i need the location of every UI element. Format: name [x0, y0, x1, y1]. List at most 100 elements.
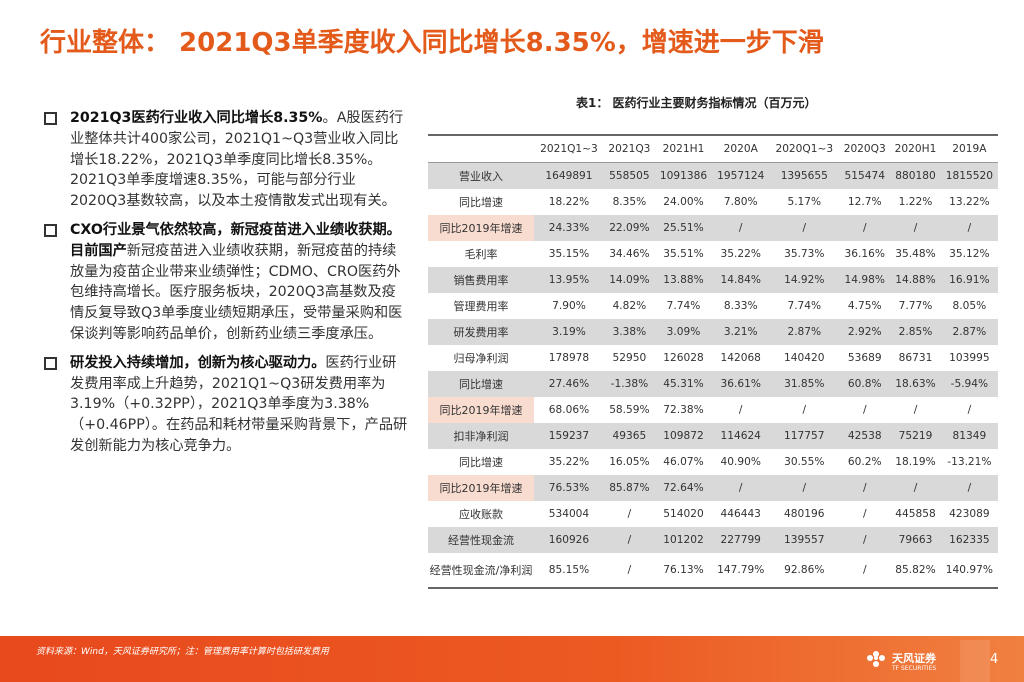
- row-label: 销售费用率: [428, 267, 534, 293]
- bullet-bold: CXO行业景气依然较高，新冠疫苗进入业绩收获期。目前国产: [70, 221, 401, 259]
- table-cell: 880180: [890, 162, 941, 189]
- table-row: 扣非净利润 159237 49365 109872 114624 117757 42538 7…: [428, 423, 998, 449]
- row-label: 应收账款: [459, 508, 503, 521]
- flower-logo-icon: [867, 651, 885, 667]
- table-cell: 16.91%: [940, 267, 998, 293]
- table-cell: 7.80%: [723, 196, 758, 208]
- table-body: 营业收入 1649891 558505 1091386 1957124 1395655 51…: [428, 162, 998, 589]
- table-cell: 24.00%: [663, 196, 704, 208]
- checkbox-icon: [44, 112, 57, 125]
- bullet-text: 。A股医药行业整体共计400家公司，2021Q1~Q3营业收入同比增长18.22…: [70, 110, 404, 210]
- bullet-revenue: 2021Q3医药行业收入同比增长8.35%。A股医药行业整体共计400家公司，2…: [44, 108, 410, 212]
- bullet-rnd: 研发投入持续增加，创新为核心驱动力。医药行业研发费用率成上升趋势，2021Q1~…: [44, 353, 410, 457]
- table-cell: 31.85%: [769, 371, 840, 397]
- table-cell: 16.05%: [609, 456, 650, 468]
- table-cell: 18.22%: [548, 196, 590, 208]
- financial-table: 2021Q1~3 2021Q3 2021H1 2020A 2020Q1~3 20…: [428, 134, 998, 589]
- table-row: 应收账款 534004 / 514020 446443 480196 / 445858 4230…: [428, 501, 998, 527]
- page-title: 行业整体： 2021Q3单季度收入同比增长8.35%，增速进一步下滑: [40, 28, 824, 58]
- row-label: 扣非净利润: [428, 423, 534, 449]
- table-cell: 160926: [534, 527, 604, 553]
- table-cell: 60.8%: [839, 371, 891, 397]
- table-cell: 81349: [940, 423, 998, 449]
- table-row: 毛利率 35.15% 34.46% 35.51% 35.22% 35.73% 36.16% 3…: [428, 241, 998, 267]
- table-cell: /: [839, 475, 891, 501]
- table-row: 同比增速 27.46% -1.38% 45.31% 36.61% 31.85% 60.8% 1…: [428, 371, 998, 397]
- table-cell: 35.15%: [548, 248, 590, 260]
- row-label: 毛利率: [464, 248, 498, 261]
- table-cell: 7.77%: [898, 300, 933, 312]
- table-cell: 117757: [769, 423, 840, 449]
- table-cell: 86731: [898, 352, 933, 364]
- table-cell: 515474: [839, 162, 891, 189]
- table-cell: /: [940, 475, 998, 501]
- logo-subtext: TF SECURITIES: [892, 665, 937, 672]
- checkbox-icon: [44, 223, 57, 237]
- row-label: 同比2019年增速: [428, 397, 534, 423]
- table-header-row: 2021Q1~3 2021Q3 2021H1 2020A 2020Q1~3 20…: [428, 134, 998, 163]
- table-cell: 35.51%: [663, 248, 704, 260]
- table-cell: 42538: [839, 423, 891, 449]
- table-cell: 126028: [663, 352, 704, 364]
- table-cell: /: [738, 404, 743, 416]
- table-cell: /: [769, 215, 840, 241]
- table-cell: 18.19%: [895, 456, 936, 468]
- table-row: 研发费用率 3.19% 3.38% 3.09% 3.21% 2.87% 2.92% 2.85%…: [428, 319, 998, 345]
- table-header-cell: 2020Q1~3: [769, 134, 840, 163]
- row-label: 同比2019年增速: [428, 215, 534, 241]
- table-cell: 25.51%: [654, 215, 713, 241]
- table-cell: 35.22%: [720, 248, 761, 260]
- table-header-cell: 2019A: [940, 134, 998, 163]
- table-cell: 85.82%: [890, 553, 941, 589]
- table-cell: 76.53%: [534, 475, 604, 501]
- table-cell: 27.46%: [534, 371, 604, 397]
- row-label: 经营性现金流/净利润: [428, 553, 534, 589]
- table-cell: 139557: [769, 527, 840, 553]
- table-cell: 140.97%: [940, 553, 998, 589]
- table-cell: 12.7%: [847, 196, 882, 208]
- table-cell: 60.2%: [847, 456, 882, 468]
- table-cell: 79663: [890, 527, 941, 553]
- table-cell: 7.74%: [666, 300, 701, 312]
- table-row: 同比增速 18.22% 8.35% 24.00% 7.80% 5.17% 12.7% 1.22…: [428, 189, 998, 215]
- table-row: 同比2019年增速 24.33% 22.09% 25.51% / / / / /: [428, 215, 998, 241]
- table-title: 表1： 医药行业主要财务指标情况（百万元）: [576, 96, 817, 110]
- table-cell: 14.92%: [769, 267, 840, 293]
- table-cell: 480196: [784, 508, 825, 520]
- table-cell: 8.33%: [723, 300, 758, 312]
- table-cell: 8.05%: [952, 300, 987, 312]
- table-row: 归母净利润 178978 52950 126028 142068 140420 53689 8…: [428, 345, 998, 371]
- table-cell: 4.82%: [612, 300, 647, 312]
- table-cell: /: [603, 553, 655, 589]
- table-cell: 3.09%: [654, 319, 713, 345]
- table-cell: 8.35%: [612, 196, 647, 208]
- table-cell: /: [627, 508, 632, 520]
- table-cell: 72.38%: [663, 404, 704, 416]
- table-cell: 34.46%: [609, 248, 650, 260]
- table-cell: 423089: [949, 508, 990, 520]
- table-cell: /: [839, 553, 891, 589]
- table-cell: 36.61%: [712, 371, 770, 397]
- table-cell: 178978: [548, 352, 590, 364]
- table-cell: 53689: [847, 352, 882, 364]
- table-cell: 35.73%: [784, 248, 825, 260]
- table-cell: 1957124: [712, 162, 770, 189]
- table-cell: /: [890, 215, 941, 241]
- table-cell: 58.59%: [609, 404, 650, 416]
- bullet-text: 新冠疫苗进入业绩收获期，新冠疫苗的持续放量为疫苗企业带来业绩弹性；CDMO、CR…: [70, 242, 403, 342]
- table-cell: 68.06%: [548, 404, 590, 416]
- table-header-cell: [428, 134, 534, 163]
- checkbox-icon: [44, 356, 57, 370]
- table-cell: 85.87%: [603, 475, 655, 501]
- table-cell: 13.22%: [949, 196, 990, 208]
- table-row: 同比2019年增速 76.53% 85.87% 72.64% / / / / /: [428, 475, 998, 501]
- table-cell: 1649891: [534, 162, 604, 189]
- table-cell: 2.87%: [769, 319, 840, 345]
- summary-bullets: 2021Q3医药行业收入同比增长8.35%。A股医药行业整体共计400家公司，2…: [44, 108, 410, 465]
- table-cell: 30.55%: [784, 456, 825, 468]
- table-cell: 109872: [654, 423, 713, 449]
- table-cell: 46.07%: [663, 456, 704, 468]
- table-cell: 4.75%: [847, 300, 882, 312]
- table-cell: 36.16%: [844, 248, 885, 260]
- bullet-text: 医药行业研发费用率成上升趋势，2021Q1~Q3研发费用率为3.19%（+0.3…: [70, 354, 408, 454]
